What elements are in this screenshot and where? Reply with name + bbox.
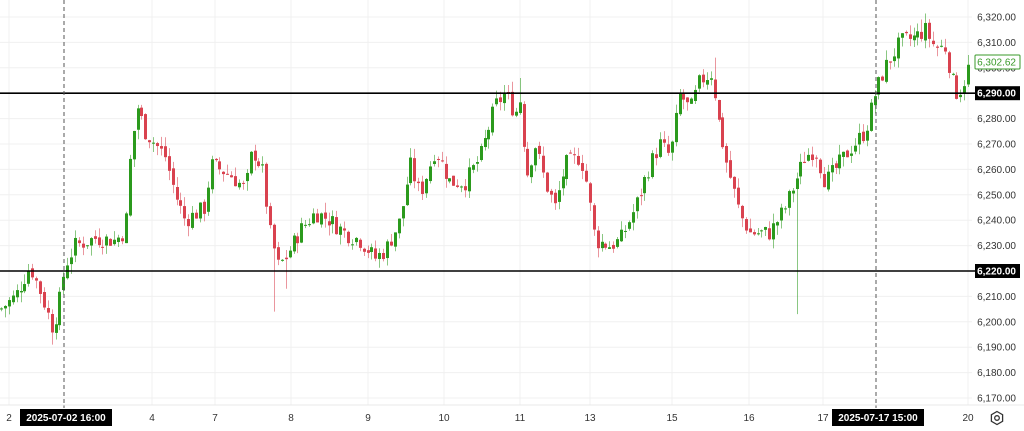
price-tick-label: 6,200.00 (977, 317, 1016, 328)
price-tick-label: 6,190.00 (977, 343, 1016, 354)
price-axis[interactable]: 6,320.006,310.006,300.006,290.006,280.00… (977, 13, 1016, 405)
time-axis[interactable]: 2 4 7 8 9 10 11 13 15 16 17 20 (0, 404, 1024, 424)
last-price-tag: 6,302.62 (977, 58, 1016, 69)
price-tick-label: 6,180.00 (977, 368, 1016, 379)
time-tick-label: 10 (438, 413, 450, 424)
time-tick-label: 13 (584, 413, 596, 424)
price-tick-label: 6,210.00 (977, 292, 1016, 303)
time-tick-label: 9 (365, 413, 371, 424)
time-tick-label: 4 (149, 413, 155, 424)
price-tick-label: 6,280.00 (977, 114, 1016, 125)
time-tick-label: 16 (743, 413, 755, 424)
time-tick-label: 7 (212, 413, 218, 424)
price-tick-label: 6,310.00 (977, 38, 1016, 49)
price-tick-label: 6,250.00 (977, 190, 1016, 201)
time-marker-tag: 2025-07-02 16:00 (26, 413, 106, 424)
time-tick-label: 2 (6, 413, 12, 424)
price-tick-label: 6,170.00 (977, 394, 1016, 405)
time-tick-label: 17 (817, 413, 829, 424)
time-tick-label: 11 (515, 413, 526, 424)
gear-icon[interactable] (989, 410, 1005, 426)
time-tick-label: 20 (962, 413, 974, 424)
grid-lines (0, 0, 972, 405)
price-tick-label: 6,270.00 (977, 140, 1016, 151)
time-marker-tag: 2025-07-17 15:00 (838, 413, 918, 424)
horizontal-line-price-tag: 6,220.00 (977, 267, 1016, 278)
time-tick-label: 15 (666, 413, 678, 424)
price-tick-label: 6,240.00 (977, 216, 1016, 227)
axis-tags: 6,290.00 6,220.00 6,302.62 2025-07-02 16:00… (20, 54, 1021, 426)
time-tick-label: 8 (288, 413, 294, 424)
price-tick-label: 6,320.00 (977, 13, 1016, 24)
price-tick-label: 6,230.00 (977, 241, 1016, 252)
price-tick-label: 6,260.00 (977, 165, 1016, 176)
candles (0, 13, 970, 345)
horizontal-lines[interactable] (0, 92, 975, 272)
horizontal-line-price-tag: 6,290.00 (977, 89, 1016, 100)
